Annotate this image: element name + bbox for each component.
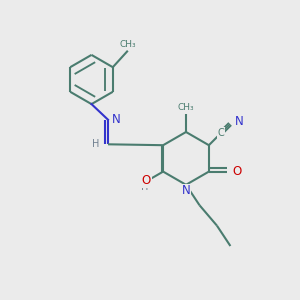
Text: N: N <box>235 115 243 128</box>
Text: C: C <box>218 128 224 138</box>
Text: H: H <box>92 139 100 149</box>
Text: O: O <box>142 174 151 187</box>
Text: CH₃: CH₃ <box>119 40 136 49</box>
Text: N: N <box>112 113 121 126</box>
Text: H: H <box>142 182 149 192</box>
Text: O: O <box>233 165 242 178</box>
Text: CH₃: CH₃ <box>178 103 194 112</box>
Text: N: N <box>182 184 190 197</box>
